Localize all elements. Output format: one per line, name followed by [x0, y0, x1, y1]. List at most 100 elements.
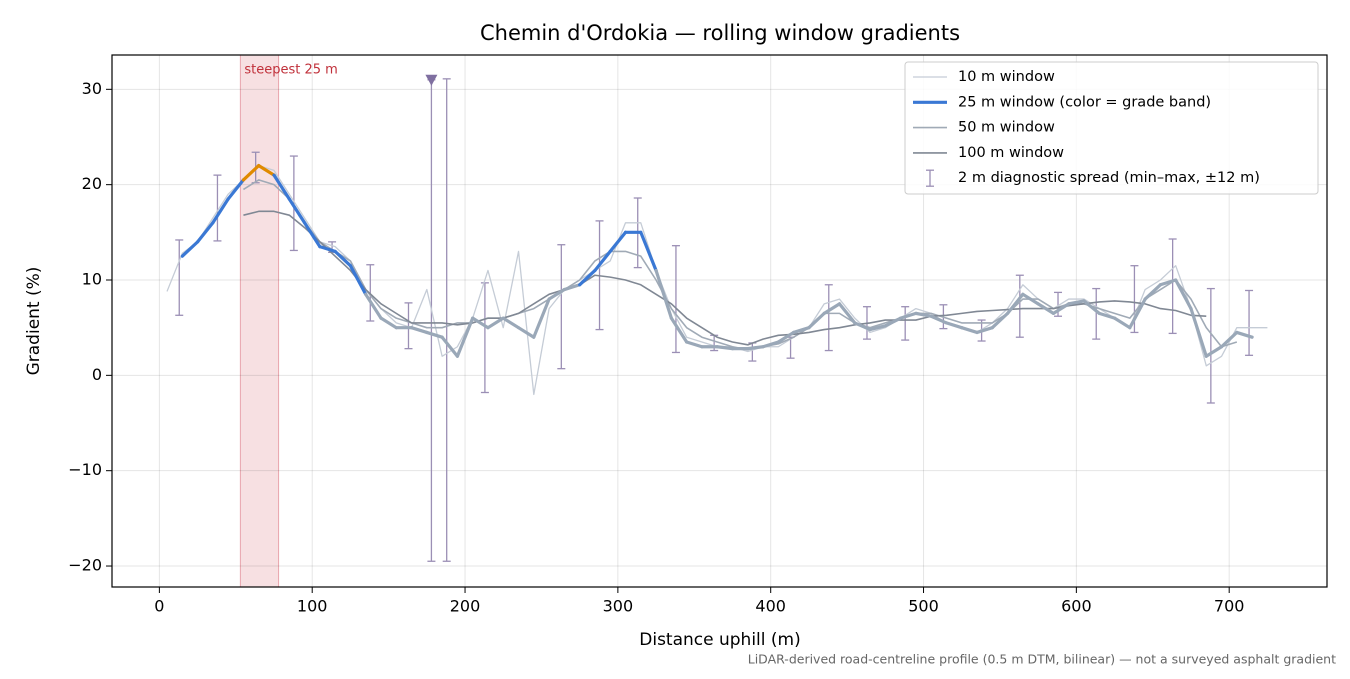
- line-segment: [318, 245, 337, 254]
- line-segment: [1235, 330, 1254, 339]
- line-segment: [822, 302, 842, 315]
- line-segment: [1051, 302, 1071, 315]
- line-segment: [180, 240, 200, 258]
- line-segment: [379, 316, 398, 330]
- line-segment: [807, 311, 826, 330]
- error-bar: [480, 282, 489, 394]
- line-segment: [455, 316, 475, 358]
- line-segment: [608, 230, 628, 254]
- line-segment: [1036, 302, 1056, 315]
- line-segment: [1097, 311, 1117, 320]
- y-tick-label: 20: [82, 174, 102, 193]
- line-segment: [195, 221, 215, 244]
- line-segment: [486, 316, 505, 330]
- line-segment: [302, 221, 322, 249]
- line-segment: [1112, 316, 1132, 330]
- line-segment: [440, 335, 459, 358]
- line-segment: [960, 326, 979, 335]
- legend-label: 25 m window (color = grade band): [958, 94, 1211, 110]
- line-segment: [547, 287, 566, 301]
- line-segment: [562, 283, 582, 292]
- line-segment: [715, 345, 735, 351]
- line-segment: [929, 314, 949, 325]
- y-tick-label: −10: [68, 460, 102, 479]
- error-bar: [1206, 287, 1215, 404]
- line-segment: [471, 316, 490, 330]
- line-segment: [990, 311, 1010, 330]
- error-bar: [1092, 287, 1101, 340]
- x-tick-label: 200: [450, 597, 481, 616]
- error-bar: [213, 174, 222, 242]
- line-segment: [837, 302, 857, 325]
- marker: [425, 74, 438, 86]
- line-segment: [578, 268, 597, 287]
- line-segment: [516, 326, 536, 339]
- line-segment: [639, 230, 658, 273]
- line-segment: [792, 326, 811, 335]
- error-bar: [1015, 274, 1024, 338]
- x-tick-label: 400: [755, 597, 786, 616]
- line-segment: [272, 173, 291, 201]
- x-tick-label: 600: [1061, 597, 1092, 616]
- y-tick-label: 30: [82, 79, 102, 98]
- y-tick-label: 10: [82, 270, 102, 289]
- line-segment: [425, 330, 444, 339]
- y-axis-label: Gradient (%): [24, 267, 44, 376]
- error-bar: [404, 302, 413, 350]
- error-bar: [1245, 289, 1254, 356]
- line-segment: [211, 197, 230, 225]
- line-segment: [914, 311, 933, 318]
- x-tick-label: 500: [908, 597, 939, 616]
- line-segment: [333, 249, 353, 268]
- line-segment: [257, 163, 276, 177]
- line-segment: [241, 163, 261, 182]
- line-segment: [868, 324, 887, 332]
- y-tick-label: 0: [92, 365, 102, 384]
- line-segment: [1158, 278, 1178, 287]
- y-tick-label: −20: [68, 556, 102, 575]
- error-bar: [671, 245, 680, 354]
- line-segment: [944, 321, 964, 330]
- error-bar: [824, 284, 833, 352]
- line-segment: [1189, 307, 1208, 358]
- line-segment: [593, 249, 612, 273]
- x-tick-label: 700: [1214, 597, 1245, 616]
- legend-label: 50 m window: [958, 120, 1055, 136]
- line-segment: [669, 316, 689, 344]
- line-segment: [501, 316, 521, 330]
- line-segment: [1128, 297, 1147, 330]
- line-segment: [685, 340, 704, 349]
- line-segment: [883, 316, 903, 328]
- error-bar: [175, 239, 184, 316]
- error-bar: [901, 306, 910, 341]
- x-tick-label: 0: [154, 597, 164, 616]
- plot-frame: [111, 54, 1328, 588]
- line-segment: [1067, 299, 1086, 306]
- line-segment: [409, 326, 429, 335]
- legend-box: [904, 61, 1319, 195]
- error-bar: [557, 244, 566, 370]
- line-segment: [1219, 330, 1239, 349]
- line-segment: [899, 311, 918, 320]
- error-bar: [442, 78, 451, 562]
- line-segment: [654, 268, 673, 320]
- line-segment: [364, 292, 383, 320]
- line-segment: [853, 321, 872, 332]
- line-segment: [776, 330, 796, 344]
- line-segment: [761, 340, 780, 349]
- line-segment: [1174, 278, 1193, 311]
- x-axis-label: Distance uphill (m): [639, 630, 800, 650]
- x-tick-label: 300: [603, 597, 634, 616]
- highlight-band: [239, 54, 280, 588]
- line-segment: [1143, 283, 1163, 301]
- line-segment: [226, 178, 246, 201]
- line-segment: [975, 326, 994, 335]
- x-tick-label: 100: [297, 597, 328, 616]
- line-segment: [1005, 292, 1025, 315]
- footnote: LiDAR-derived road-centreline profile (0…: [748, 652, 1336, 667]
- line-segment: [532, 297, 551, 339]
- error-bar: [1168, 238, 1177, 335]
- line-segment: [287, 197, 307, 225]
- legend-label: 2 m diagnostic spread (min–max, ±12 m): [958, 170, 1260, 186]
